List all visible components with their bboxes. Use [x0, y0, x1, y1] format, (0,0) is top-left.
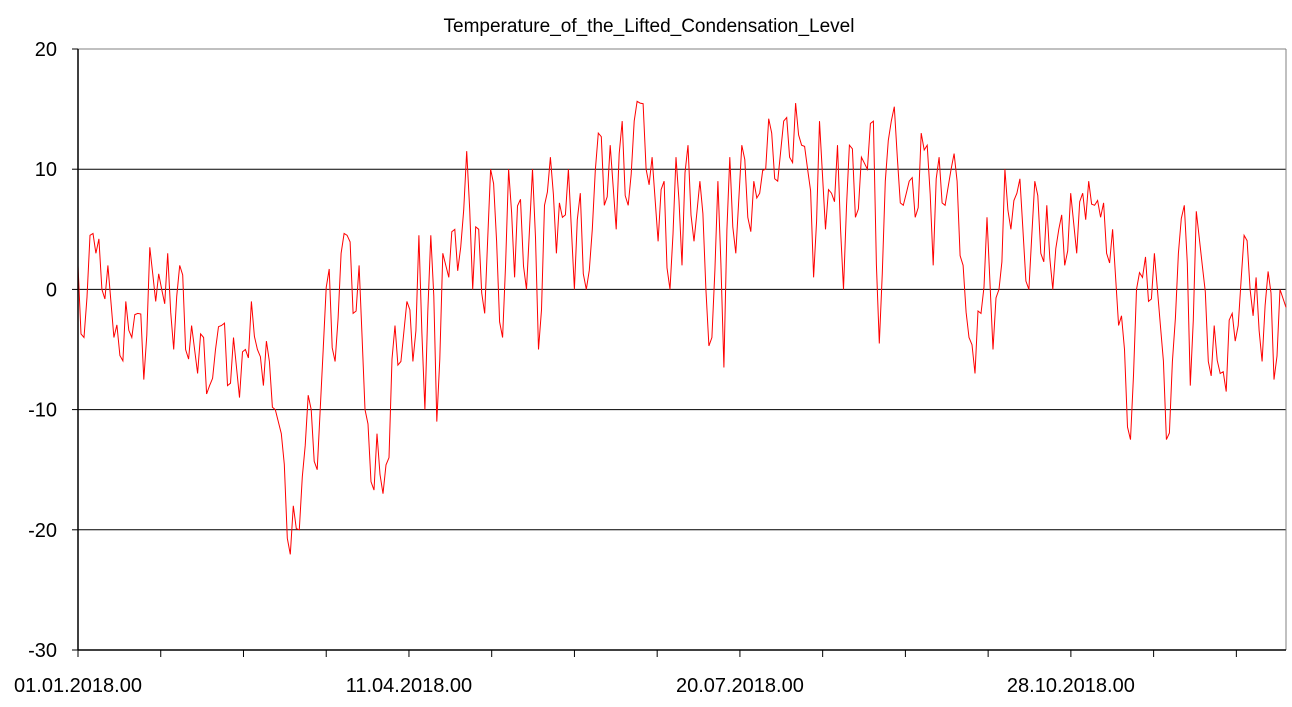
x-tick-label: 01.01.2018.00 [14, 675, 142, 697]
y-tick-label: 0 [46, 279, 57, 301]
chart-title: Temperature_of_the_Lifted_Condensation_L… [444, 16, 855, 37]
x-axis-ticks: 01.01.2018.00 11.04.2018.00 20.07.2018.00 2… [14, 650, 1237, 697]
y-tick-label: -20 [28, 520, 57, 542]
y-tick-label: 20 [35, 39, 57, 61]
y-tick-label: -10 [28, 400, 57, 422]
x-tick-label: 20.07.2018.00 [676, 675, 804, 697]
x-tick-label: 28.10.2018.00 [1007, 675, 1135, 697]
series-line [77, 100, 1287, 555]
y-axis-ticks: 20 10 0 -10 -20 -30 [28, 39, 78, 662]
gridlines [78, 48, 1287, 650]
x-tick-label: 11.04.2018.00 [346, 675, 472, 697]
y-tick-label: -30 [28, 640, 57, 662]
y-tick-label: 10 [35, 159, 57, 181]
